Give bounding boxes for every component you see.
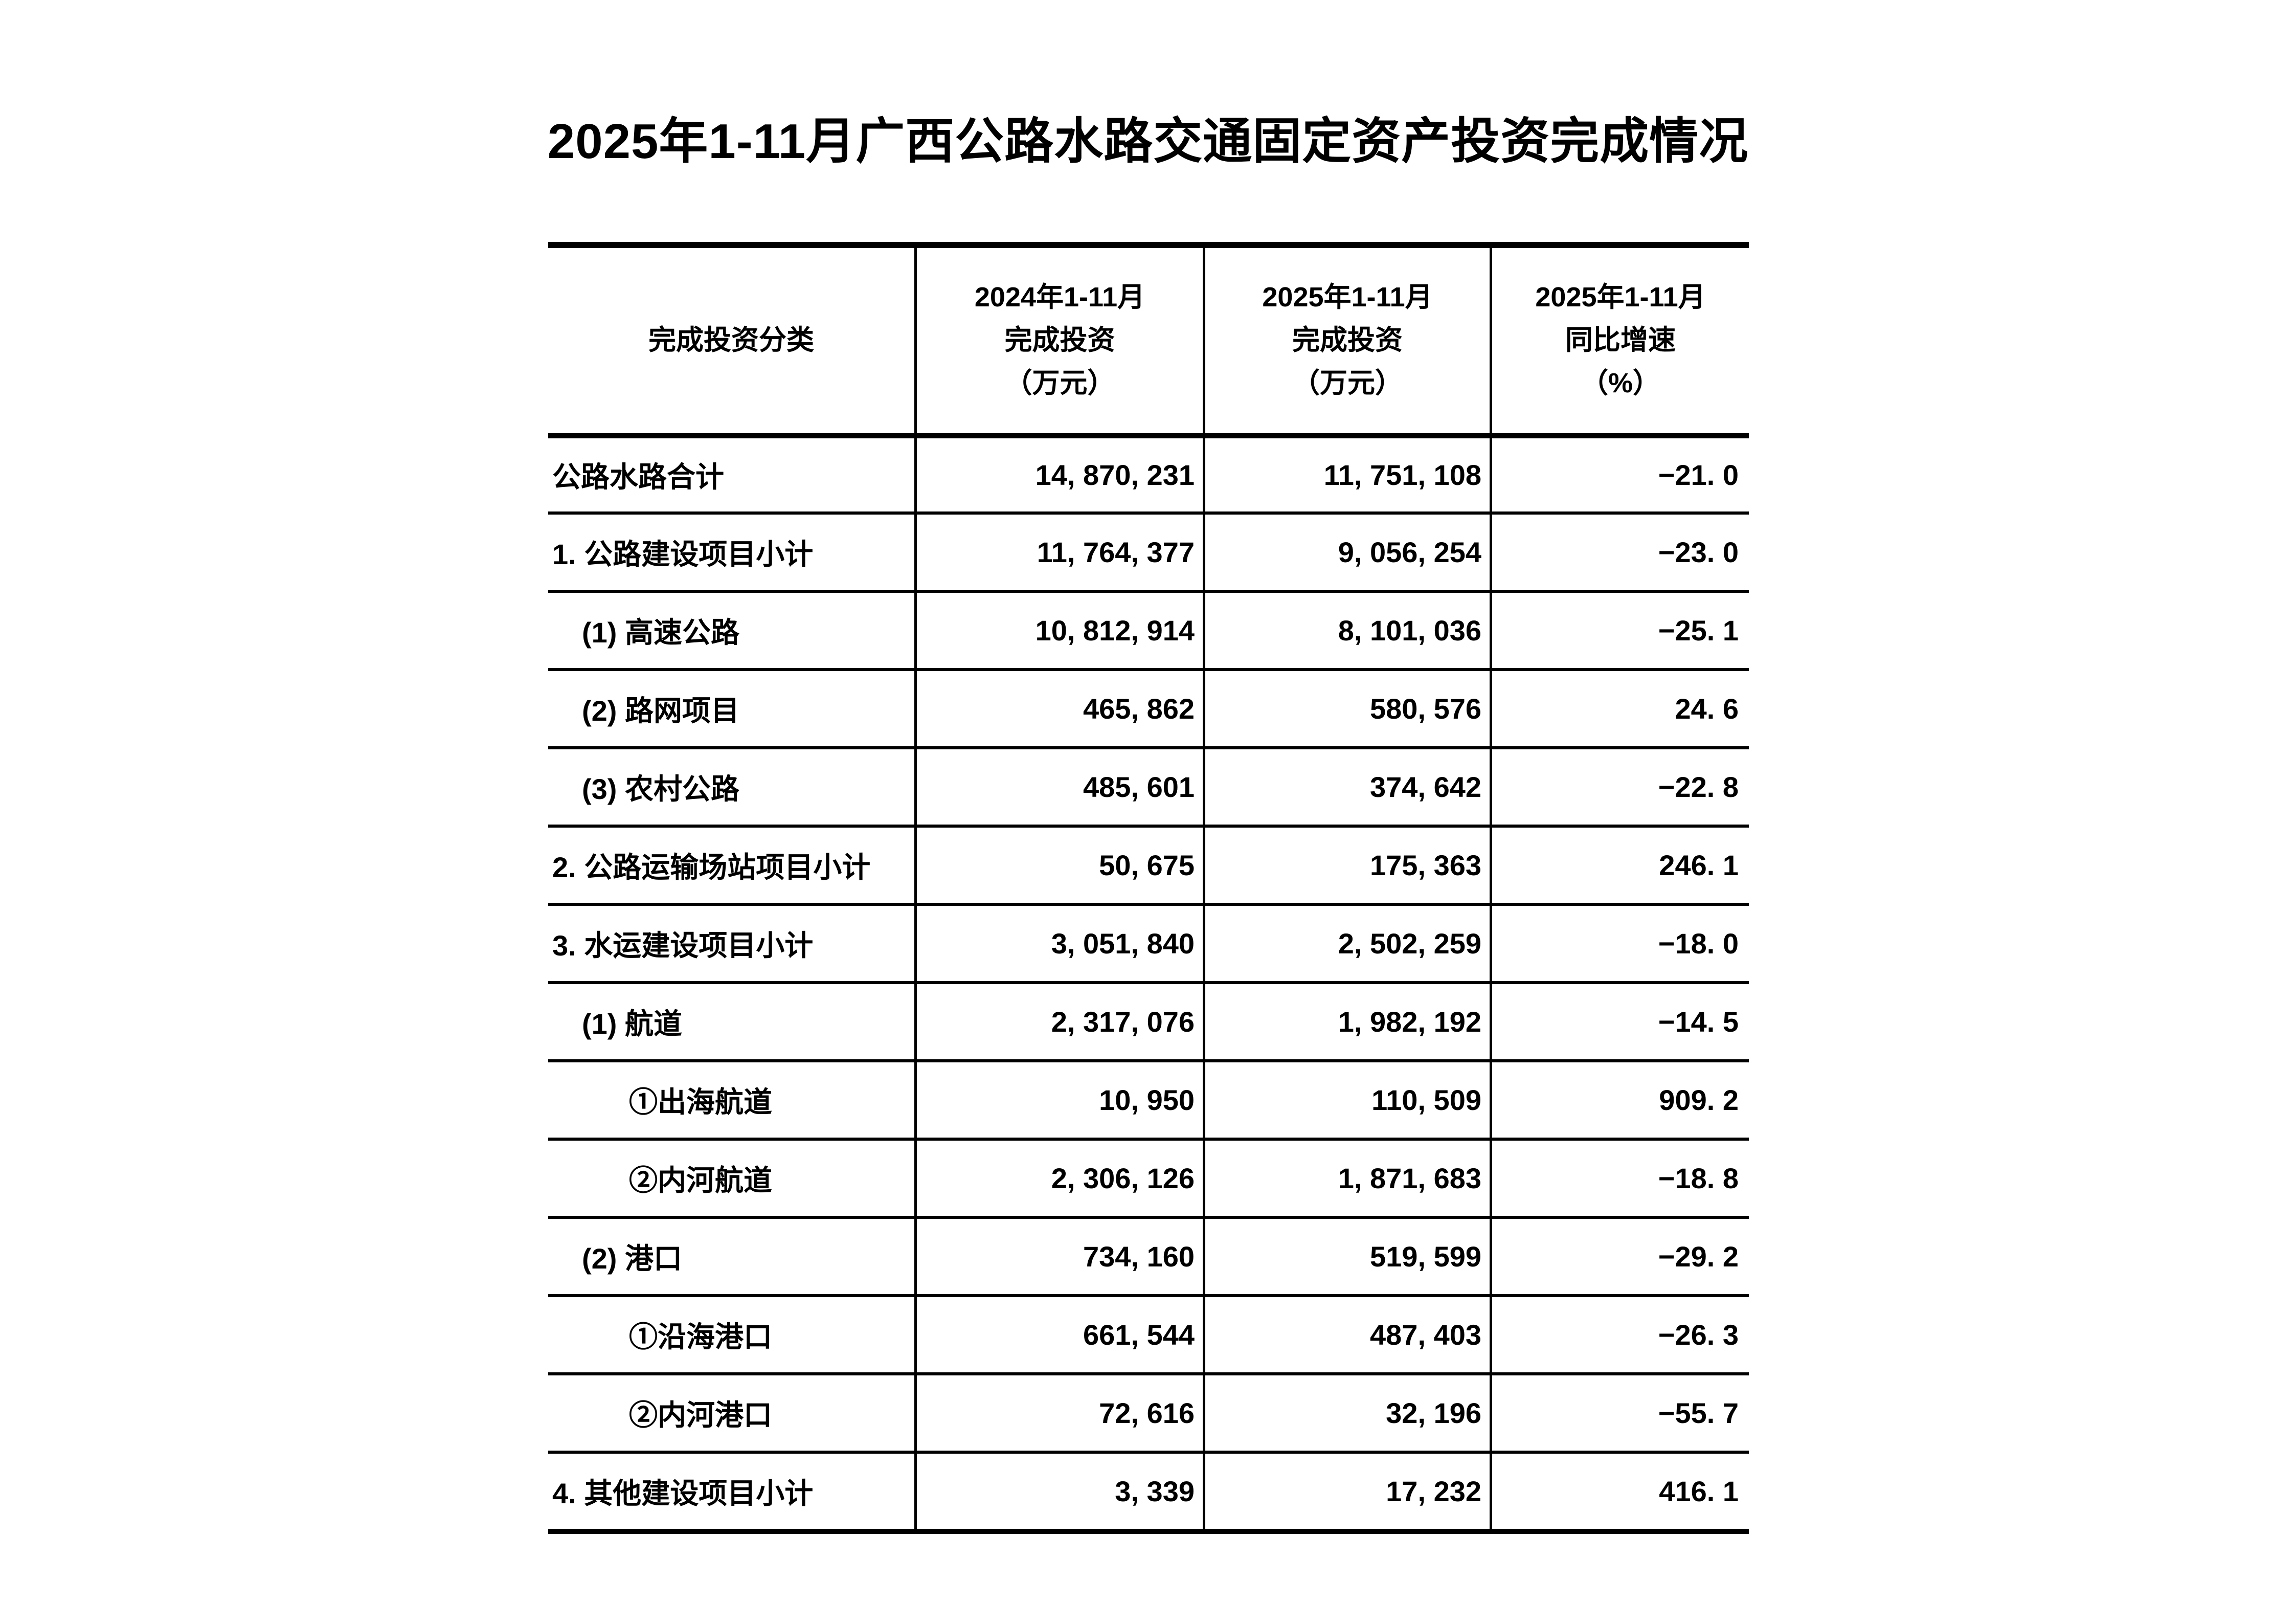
row-label: (1) 高速公路 (548, 590, 914, 668)
table-row: 公路水路合计 14, 870, 231 11, 751, 108 −21. 0 (548, 433, 1749, 511)
row-label: 2. 公路运输场站项目小计 (548, 825, 914, 903)
table-row: (2) 港口 734, 160 519, 599 −29. 2 (548, 1216, 1749, 1294)
value-growth: −21. 0 (1490, 433, 1749, 511)
value-growth: 416. 1 (1490, 1451, 1749, 1529)
value-growth: −22. 8 (1490, 746, 1749, 825)
value-2025: 487, 403 (1203, 1294, 1490, 1372)
value-2025: 1, 871, 683 (1203, 1138, 1490, 1216)
value-2024: 72, 616 (914, 1372, 1203, 1451)
value-growth: −55. 7 (1490, 1372, 1749, 1451)
table-row: (2) 路网项目 465, 862 580, 576 24. 6 (548, 668, 1749, 746)
value-2024: 734, 160 (914, 1216, 1203, 1294)
value-2024: 10, 812, 914 (914, 590, 1203, 668)
table-row: (3) 农村公路 485, 601 374, 642 −22. 8 (548, 746, 1749, 825)
value-2024: 465, 862 (914, 668, 1203, 746)
value-2025: 2, 502, 259 (1203, 903, 1490, 981)
row-label: ①出海航道 (548, 1059, 914, 1138)
value-2024: 3, 051, 840 (914, 903, 1203, 981)
table-row: ②内河港口 72, 616 32, 196 −55. 7 (548, 1372, 1749, 1451)
value-2024: 14, 870, 231 (914, 433, 1203, 511)
table-row: ②内河航道 2, 306, 126 1, 871, 683 −18. 8 (548, 1138, 1749, 1216)
table-row: 4. 其他建设项目小计 3, 339 17, 232 416. 1 (548, 1451, 1749, 1529)
value-2025: 32, 196 (1203, 1372, 1490, 1451)
value-growth: 24. 6 (1490, 668, 1749, 746)
value-2025: 1, 982, 192 (1203, 981, 1490, 1059)
value-2024: 2, 306, 126 (914, 1138, 1203, 1216)
value-2025: 17, 232 (1203, 1451, 1490, 1529)
row-label: 4. 其他建设项目小计 (548, 1451, 914, 1529)
row-label: ②内河港口 (548, 1372, 914, 1451)
value-growth: −29. 2 (1490, 1216, 1749, 1294)
row-label: (3) 农村公路 (548, 746, 914, 825)
col-header-2025: 2025年1-11月 完成投资 （万元） (1203, 248, 1490, 433)
row-label: ①沿海港口 (548, 1294, 914, 1372)
value-growth: −25. 1 (1490, 590, 1749, 668)
value-growth: −18. 8 (1490, 1138, 1749, 1216)
table-row: 2. 公路运输场站项目小计 50, 675 175, 363 246. 1 (548, 825, 1749, 903)
investment-table: 完成投资分类 2024年1-11月 完成投资 （万元） 2025年1-11月 完… (548, 242, 1749, 1534)
value-growth: 246. 1 (1490, 825, 1749, 903)
value-2024: 50, 675 (914, 825, 1203, 903)
col-header-growth: 2025年1-11月 同比增速 （%） (1490, 248, 1749, 433)
value-2024: 661, 544 (914, 1294, 1203, 1372)
col-header-category-label: 完成投资分类 (648, 325, 814, 356)
value-2025: 374, 642 (1203, 746, 1490, 825)
table-row: ①出海航道 10, 950 110, 509 909. 2 (548, 1059, 1749, 1138)
value-2025: 175, 363 (1203, 825, 1490, 903)
value-2025: 11, 751, 108 (1203, 433, 1490, 511)
row-label: (2) 港口 (548, 1216, 914, 1294)
value-growth: −23. 0 (1490, 511, 1749, 590)
value-growth: −14. 5 (1490, 981, 1749, 1059)
col-header-2024: 2024年1-11月 完成投资 （万元） (914, 248, 1203, 433)
value-2024: 485, 601 (914, 746, 1203, 825)
row-label: 公路水路合计 (548, 433, 914, 511)
row-label: 1. 公路建设项目小计 (548, 511, 914, 590)
table-header-row: 完成投资分类 2024年1-11月 完成投资 （万元） 2025年1-11月 完… (548, 248, 1749, 433)
value-growth: −26. 3 (1490, 1294, 1749, 1372)
row-label: (2) 路网项目 (548, 668, 914, 746)
value-2025: 580, 576 (1203, 668, 1490, 746)
value-2024: 3, 339 (914, 1451, 1203, 1529)
row-label: 3. 水运建设项目小计 (548, 903, 914, 981)
value-2024: 2, 317, 076 (914, 981, 1203, 1059)
value-2025: 8, 101, 036 (1203, 590, 1490, 668)
row-label: ②内河航道 (548, 1138, 914, 1216)
value-2025: 9, 056, 254 (1203, 511, 1490, 590)
value-2024: 11, 764, 377 (914, 511, 1203, 590)
value-growth: −18. 0 (1490, 903, 1749, 981)
col-header-category: 完成投资分类 (548, 248, 914, 433)
page-title: 2025年1-11月广西公路水路交通固定资产投资完成情况 (547, 114, 1749, 169)
table-row: ①沿海港口 661, 544 487, 403 −26. 3 (548, 1294, 1749, 1372)
value-growth: 909. 2 (1490, 1059, 1749, 1138)
value-2024: 10, 950 (914, 1059, 1203, 1138)
table-row: (1) 航道 2, 317, 076 1, 982, 192 −14. 5 (548, 981, 1749, 1059)
value-2025: 110, 509 (1203, 1059, 1490, 1138)
table-row: (1) 高速公路 10, 812, 914 8, 101, 036 −25. 1 (548, 590, 1749, 668)
row-label: (1) 航道 (548, 981, 914, 1059)
value-2025: 519, 599 (1203, 1216, 1490, 1294)
table-row: 1. 公路建设项目小计 11, 764, 377 9, 056, 254 −23… (548, 511, 1749, 590)
table-row: 3. 水运建设项目小计 3, 051, 840 2, 502, 259 −18.… (548, 903, 1749, 981)
